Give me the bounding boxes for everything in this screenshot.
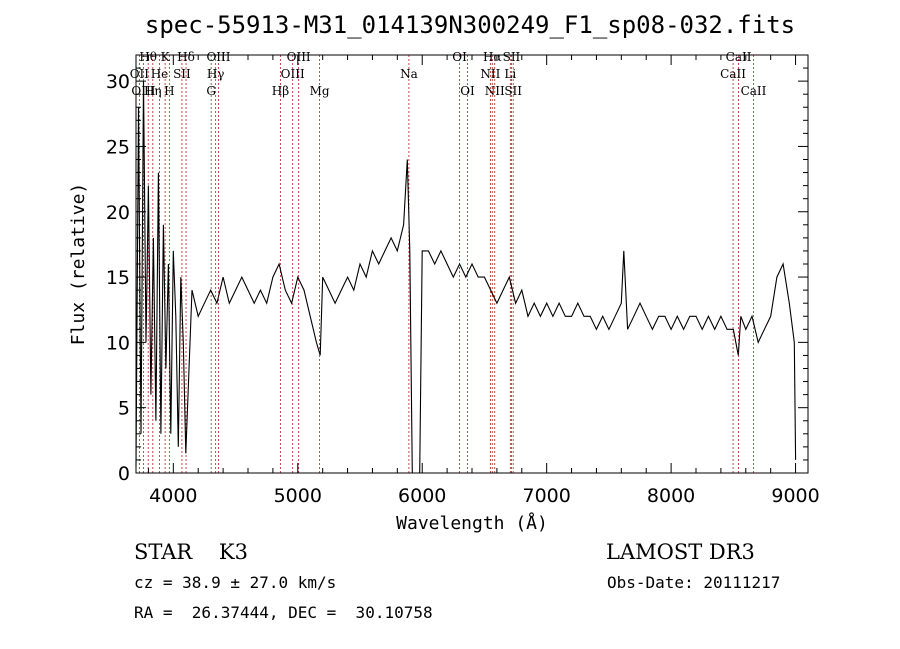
line-label: SII bbox=[173, 67, 191, 81]
line-label: Hβ bbox=[272, 84, 289, 98]
line-label: Hδ bbox=[177, 50, 195, 64]
line-label: OIII bbox=[281, 67, 305, 81]
line-label: OI bbox=[452, 50, 467, 64]
line-label: SII bbox=[504, 84, 522, 98]
survey-name: LAMOST DR3 bbox=[606, 540, 755, 564]
redshift-cz: cz = 38.9 ± 27.0 km/s bbox=[134, 573, 337, 592]
line-label: He bbox=[151, 67, 169, 81]
line-label: CaII bbox=[741, 84, 767, 98]
x-tick-label: 8000 bbox=[647, 485, 695, 507]
ra-dec: RA = 26.37444, DEC = 30.10758 bbox=[134, 603, 433, 622]
x-tick-label: 5000 bbox=[274, 485, 322, 507]
line-label: NII bbox=[480, 67, 500, 81]
line-label: Li bbox=[504, 67, 516, 81]
line-label: Na bbox=[400, 67, 418, 81]
spectrum-line bbox=[135, 81, 797, 474]
obs-date: Obs-Date: 20111217 bbox=[607, 573, 781, 592]
y-tick-label: 10 bbox=[106, 332, 130, 354]
y-axis-label: Flux (relative) bbox=[68, 183, 89, 346]
line-label: OI bbox=[460, 84, 475, 98]
x-tick-label: 4000 bbox=[149, 485, 197, 507]
y-tick-label: 0 bbox=[118, 463, 130, 485]
x-tick-label: 9000 bbox=[771, 485, 819, 507]
line-label: K bbox=[161, 50, 171, 64]
line-label: G bbox=[206, 84, 216, 98]
y-tick-label: 15 bbox=[106, 267, 130, 289]
line-label: Hα bbox=[483, 50, 502, 64]
x-axis: 4000 5000 6000 7000 8000 9000 bbox=[147, 55, 820, 507]
line-label: OIII bbox=[287, 50, 311, 64]
line-markers bbox=[138, 55, 754, 473]
chart-title: spec-55913-M31_014139N300249_F1_sp08-032… bbox=[145, 11, 795, 39]
line-label: CaII bbox=[720, 67, 746, 81]
y-tick-label: 5 bbox=[118, 398, 130, 420]
line-label: CaII bbox=[726, 50, 752, 64]
x-tick-label: 6000 bbox=[398, 485, 446, 507]
x-tick-label: 7000 bbox=[522, 485, 570, 507]
line-label: H bbox=[164, 84, 174, 98]
y-tick-label: 20 bbox=[106, 202, 130, 224]
line-label: Hγ bbox=[207, 67, 225, 81]
line-label: OII bbox=[130, 67, 150, 81]
line-label: Mg bbox=[310, 84, 330, 98]
object-class: STAR K3 bbox=[134, 540, 248, 564]
line-label: OIII bbox=[206, 50, 230, 64]
y-tick-label: 25 bbox=[106, 136, 130, 158]
y-axis: 0 5 10 15 20 25 30 bbox=[106, 67, 808, 485]
y-tick-label: 30 bbox=[106, 71, 130, 93]
line-label: Hη bbox=[144, 84, 162, 98]
x-axis-label: Wavelength (Å) bbox=[396, 512, 548, 534]
line-label: NII bbox=[485, 84, 505, 98]
line-label: SII bbox=[503, 50, 521, 64]
